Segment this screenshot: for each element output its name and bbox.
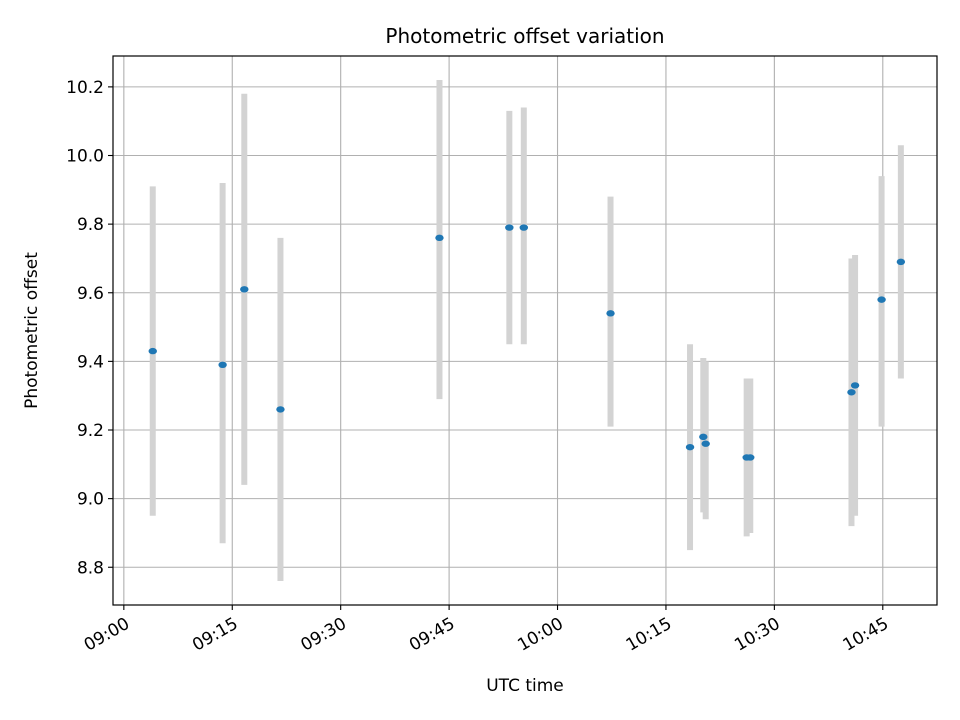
data-point (276, 406, 285, 413)
data-point (699, 433, 708, 441)
data-point (746, 454, 755, 461)
y-tick-label: 9.0 (77, 490, 104, 510)
data-point (435, 234, 444, 242)
data-point (877, 296, 886, 303)
data-point (850, 382, 860, 389)
data-point (218, 361, 227, 369)
data-point (685, 443, 695, 451)
data-point (505, 224, 514, 231)
data-point (847, 389, 856, 396)
x-axis-label: UTC time (486, 676, 564, 696)
chart-title: Photometric offset variation (385, 24, 664, 48)
y-tick-label: 9.4 (77, 352, 104, 372)
data-points (148, 224, 906, 461)
data-point (519, 224, 528, 231)
axes-frame (112, 55, 938, 606)
data-point (240, 286, 249, 293)
y-tick-label: 10.0 (66, 147, 104, 167)
y-tick-label: 9.2 (77, 421, 104, 441)
data-point (606, 310, 615, 317)
y-axis-ticks: 8.8 9.0 9.2 9.4 9.6 9.8 10.0 10.2 (66, 78, 113, 578)
y-tick-label: 8.8 (77, 558, 104, 578)
y-axis-label: Photometric offset (22, 252, 42, 409)
y-tick-label: 9.6 (77, 284, 104, 304)
y-tick-label: 9.8 (77, 215, 104, 235)
data-point (701, 440, 710, 447)
data-point (148, 347, 157, 355)
data-point (896, 258, 906, 266)
y-tick-label: 10.2 (66, 78, 104, 98)
